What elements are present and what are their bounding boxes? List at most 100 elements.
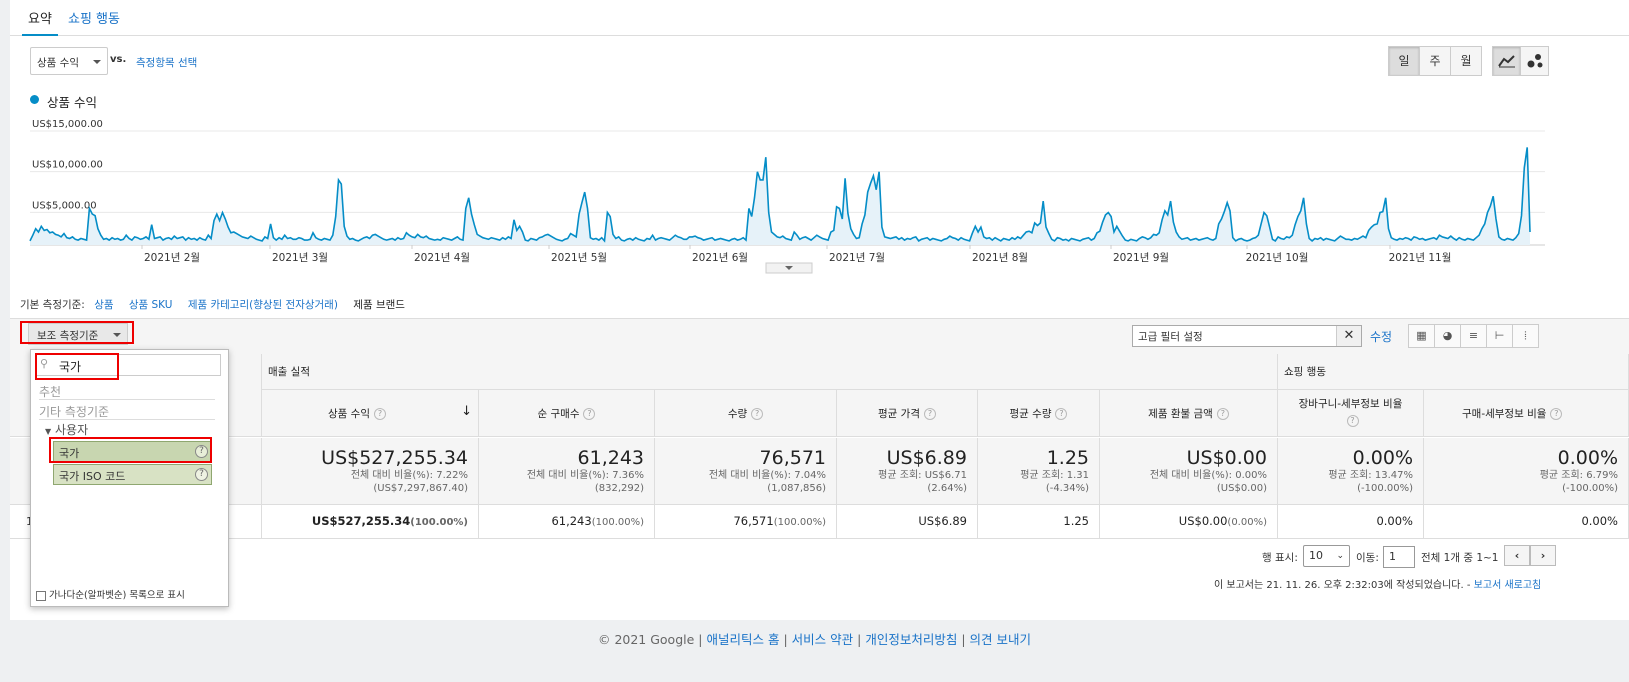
total-overall: (-100.00%) [1357,483,1413,494]
x-tick-label: 2021년 10월 [1246,252,1309,264]
help-icon[interactable]: ? [1346,415,1359,427]
footer-separator: | [783,632,788,647]
chevron-down-icon: ⌄ [1336,551,1344,561]
total-overall: (-4.34%) [1045,483,1089,494]
report-created: 이 보고서는 21. 11. 26. 오후 2:32:03에 작성되었습니다. … [1214,576,1541,591]
goto-input[interactable]: 1 [1383,546,1415,568]
group-sales-header: 매출 실적 [262,354,1278,390]
group-users-label: 사용자 [54,423,89,437]
choose-metric-link[interactable]: 측정항목 선택 [136,57,198,69]
divider [10,504,1629,505]
goto-label: 이동: [1356,552,1379,564]
column-header-avg-qty[interactable]: 평균 수량? [978,390,1100,437]
advanced-filter-input[interactable]: 고급 필터 설정 [1132,325,1362,347]
period-month-button[interactable]: 월 [1450,46,1482,76]
dimension-option-country-iso[interactable]: 국가 ISO 코드 ? [53,464,212,485]
sort-desc-icon[interactable]: ↓ [461,404,472,419]
line-chart-toggle[interactable] [1492,46,1521,76]
footer-link-feedback[interactable]: 의견 보내기 [969,632,1032,647]
secondary-dimension-button[interactable]: 보조 측정기준 [28,323,128,345]
column-header-quantity[interactable]: 수량? [655,390,837,437]
total-percent: 평균 조회: 6.79% [1539,470,1618,481]
pivot-view-icon[interactable]: ⦙ [1512,324,1539,348]
refresh-report-link[interactable]: 보고서 새로고침 [1473,580,1542,591]
dimension-search-input[interactable]: ⚲ 국가 [36,354,221,376]
alphabetical-option[interactable]: 가나다순(알파벳순) 목록으로 표시 [36,587,185,601]
group-sales-label: 매출 실적 [268,366,310,378]
group-users[interactable]: ▼ 사용자 [45,421,88,438]
secondary-dimension-dropdown: ⚲ 국가 추천 기타 측정기준 ▼ 사용자 국가 ? 국가 ISO 코드 ? 가… [30,349,229,607]
totals-cell: 0.00% 평균 조회: 13.47% (-100.00%) [1278,438,1424,504]
vs-label: vs. [110,54,127,65]
metric-select[interactable]: 상품 수익 [30,47,108,75]
alphabetical-checkbox[interactable] [36,590,46,601]
x-tick-label: 2021년 6월 [692,252,748,264]
performance-view-icon[interactable]: ≡ [1460,324,1487,348]
prev-page-icon[interactable]: ‹ [1504,545,1530,566]
column-header-refund[interactable]: 제품 환불 금액? [1100,390,1278,437]
dimension-product[interactable]: 상품 [94,299,114,311]
total-percent: 전체 대비 비율(%): 7.22% [350,470,468,481]
column-label: 평균 가격 [878,408,920,420]
edit-filter-link[interactable]: 수정 [1370,330,1393,344]
total-percent: 전체 대비 비율(%): 7.36% [526,470,644,481]
help-icon[interactable]: ? [195,445,208,458]
divider [39,399,215,400]
comparison-view-icon[interactable]: ⊢ [1486,324,1513,348]
highlight-box [49,437,212,463]
clear-filter-icon[interactable]: ✕ [1336,326,1361,346]
pagination: 행 표시: [1262,550,1298,565]
secondary-dimension-label: 보조 측정기준 [37,330,99,342]
dimension-brand[interactable]: 제품 브랜드 [353,299,405,311]
dimension-category[interactable]: 제품 카테고리(향상된 전자상거래) [187,299,338,311]
table-view-icon[interactable]: ▦ [1408,324,1435,348]
next-page-icon[interactable]: › [1530,545,1556,566]
total-percent: 평균 조회: US$6.71 [878,470,967,481]
column-header-cart-rate[interactable]: 장바구니-세부정보 비율? [1278,390,1424,437]
period-day-button[interactable]: 일 [1388,46,1420,76]
help-icon[interactable]: ? [195,468,208,481]
help-icon[interactable]: ? [373,408,386,420]
help-icon[interactable]: ? [1550,408,1563,420]
help-icon[interactable]: ? [751,408,764,420]
total-value: 0.00% [1557,447,1618,469]
column-header-buy-rate[interactable]: 구매-세부정보 비율? [1424,390,1629,437]
motion-chart-toggle[interactable] [1520,46,1549,76]
help-icon[interactable]: ? [1055,408,1068,420]
help-icon[interactable]: ? [923,408,936,420]
tab-shopping[interactable]: 쇼핑 행동 [68,12,120,27]
highlight-box [35,353,119,380]
cell-value: 0.00% [1376,514,1413,528]
footer-link-terms[interactable]: 서비스 약관 [791,632,854,647]
row-cell: 0.00% [1424,505,1629,538]
column-label: 제품 환불 금액 [1148,408,1213,420]
row-cell: US$6.89 [837,505,978,538]
series-area [30,147,1530,245]
totals-cell: 61,243 전체 대비 비율(%): 7.36% (832,292) [479,438,655,504]
column-header-purchases[interactable]: 순 구매수? [479,390,655,437]
help-icon[interactable]: ? [1216,408,1229,420]
dimension-sku[interactable]: 상품 SKU [128,299,173,311]
rows-per-page-select[interactable]: 10 ⌄ [1303,545,1350,567]
tab-summary[interactable]: 요약 [28,12,52,27]
y-tick-label: US$10,000.00 [32,160,103,171]
column-header-revenue[interactable]: 상품 수익? ↓ [262,390,479,437]
column-label: 장바구니-세부정보 비율 [1298,398,1403,410]
primary-dimension-label: 기본 측정기준: [20,299,85,311]
column-header-avg-price[interactable]: 평균 가격? [837,390,978,437]
footer-link-analytics-home[interactable]: 애널리틱스 홈 [706,632,780,647]
bubble-chart-icon [1527,54,1542,68]
x-tick-label: 2021년 11월 [1389,252,1452,264]
series-line [29,147,1531,243]
footer-link-privacy[interactable]: 개인정보처리방침 [865,632,958,647]
help-icon[interactable]: ? [583,408,596,420]
total-value: 1.25 [1046,447,1089,469]
pie-view-icon[interactable]: ◕ [1434,324,1461,348]
column-label: 수량 [727,408,748,420]
period-week-button[interactable]: 주 [1419,46,1451,76]
cell-value: US$6.89 [918,514,967,528]
total-overall: (832,292) [594,483,644,494]
total-percent: 평균 조회: 1.31 [1020,470,1089,481]
row-cell: 1.25 [978,505,1100,538]
cell-value: 0.00% [1581,514,1618,528]
